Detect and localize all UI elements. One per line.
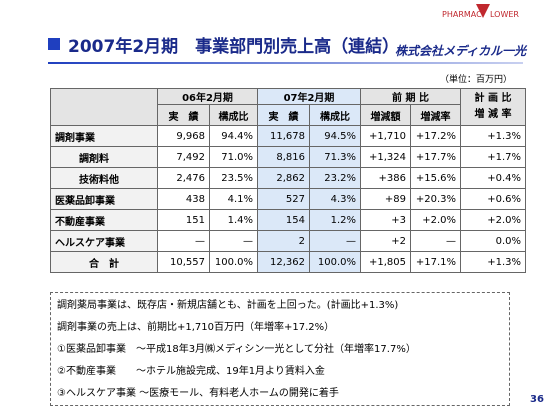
table-cell: +20.3% [410,188,461,210]
page-number: 36 [530,394,544,405]
table-cell: 100.0% [209,251,258,273]
row-label: ヘルスケア事業 [50,230,158,252]
sub-header: 構成比 [209,104,258,126]
plan-header: 計 画 比増 減 率 [460,88,526,126]
sales-table: 06年2月期 07年2月期前 期 比計 画 比増 減 率実 績構成比実 績構成比増… [50,88,526,273]
table-cell: +3 [360,209,411,231]
sub-header: 増減率 [410,104,461,126]
row-label: 医薬品卸事業 [50,188,158,210]
table-cell: 2 [257,230,310,252]
row-label: 調剤事業 [50,125,158,147]
row-label: 技術料他 [50,167,158,189]
table-cell: +0.6% [460,188,526,210]
table-cell: +89 [360,188,411,210]
sub-header: 実 績 [257,104,310,126]
data-row: ヘルスケア事業 — —2— +2—0.0% [50,230,526,252]
notes-box: 調剤薬局事業は、既存店・新規店舗とも、計画を上回った。(計画比+1.3%) 調剤事… [50,292,510,406]
header-row: 実 績構成比実 績構成比 増減額 増減率 [51,104,526,126]
table-cell: +1.7% [460,146,526,168]
data-row: 調剤事業 9,968 94.4% 11,678 94.5% +1,710 +17.2% +1.… [50,125,526,147]
header-row: 06年2月期 07年2月期前 期 比計 画 比増 減 率 [50,88,526,126]
note-line: 調剤事業の売上は、前期比+1,710百万円（年増率+17.2%） [57,322,335,333]
unit-label: （単位：百万円） [440,75,513,85]
title-bullet [48,38,60,50]
period-header: 前 期 比 [360,88,461,105]
logo-icon [476,4,490,18]
table-cell: +1.3% [460,125,526,147]
table-cell: 12,362 [257,251,310,273]
sub-header: 増減額 [360,104,411,126]
sub-header: 実 績 [157,104,210,126]
table-cell: +2.0% [460,209,526,231]
table-cell: 10,557 [157,251,210,273]
data-row: 調剤料 7,492 71.0% 8,816 71.3% +1,324 +17.7% +1.7% [50,146,526,168]
table-cell: 7,492 [157,146,210,168]
row-label: 調剤料 [50,146,158,168]
table-cell: 23.5% [209,167,258,189]
table-cell: 154 [257,209,310,231]
table-cell: +17.1% [410,251,461,273]
table-cell: 71.3% [309,146,361,168]
table-cell: 1.4% [209,209,258,231]
table-cell: — [209,230,258,252]
row-label: 合 計 [50,251,158,273]
table-cell: +15.6% [410,167,461,189]
table-cell: — [309,230,361,252]
note-line: 調剤薬局事業は、既存店・新規店舗とも、計画を上回った。(計画比+1.3%) [57,300,399,311]
note-line: ③ヘルスケア事業 ～医療モール、有料老人ホームの開発に着手 [57,388,339,399]
note-line: ①医薬品卸事業 ～平成18年3月㈱メディシン一光として分社（年増率17.7%） [57,344,416,355]
table-cell: 100.0% [309,251,361,273]
title-rule [48,62,523,64]
table-cell: +0.4% [460,167,526,189]
table-cell: +386 [360,167,411,189]
table-cell: — [410,230,461,252]
table-cell: — [157,230,210,252]
table-cell: 94.5% [309,125,361,147]
table-cell: +1,710 [360,125,411,147]
data-row: 技術料他 2,476 23.5% 2,862 23.2% +386 +15.6% +0.4% [50,167,526,189]
table-cell: +2 [360,230,411,252]
table-cell: +1,324 [360,146,411,168]
table-cell: 11,678 [257,125,310,147]
table-cell: 94.4% [209,125,258,147]
data-row: 不動産事業 151 1.4% 154 1.2% +3 +2.0% +2.0% [50,209,526,231]
table-cell: +17.7% [410,146,461,168]
table-cell: 0.0% [460,230,526,252]
row-label: 不動産事業 [50,209,158,231]
plan-header-text: 計 画 比 [474,93,512,104]
period-header: 07年2月期 [257,88,361,105]
table-cell: +17.2% [410,125,461,147]
sub-header: 構成比 [309,104,361,126]
title: 2007年2月期 事業部門別売上高（連結） [68,37,400,57]
table-cell: 9,968 [157,125,210,147]
table-cell: 438 [157,188,210,210]
table-cell: 23.2% [309,167,361,189]
note-line: ②不動産事業 ～ホテル施設完成、19年1月より賃料入金 [57,366,325,377]
table-cell: +1,805 [360,251,411,273]
corner-cell [50,88,158,126]
table-cell: 151 [157,209,210,231]
logo-text: PHARMAC [442,10,482,19]
table-cell: 1.2% [309,209,361,231]
plan-header-text: 増 減 率 [474,109,512,120]
table-cell: 8,816 [257,146,310,168]
table-cell: 2,476 [157,167,210,189]
company-name: 株式会社メディカル一光 [395,44,527,58]
table-cell: 527 [257,188,310,210]
table-cell: 4.1% [209,188,258,210]
logo-text: LOWER [490,10,519,19]
table-cell: 2,862 [257,167,310,189]
table-cell: +2.0% [410,209,461,231]
data-row: 合 計 10,557 100.0% 12,362 100.0% +1,805 +17.1% +… [50,251,526,273]
table-cell: 71.0% [209,146,258,168]
table-cell: +1.3% [460,251,526,273]
period-header: 06年2月期 [157,88,258,105]
data-row: 医薬品卸事業 438 4.1% 527 4.3% +89 +20.3% +0.6% [50,188,526,210]
table-cell: 4.3% [309,188,361,210]
